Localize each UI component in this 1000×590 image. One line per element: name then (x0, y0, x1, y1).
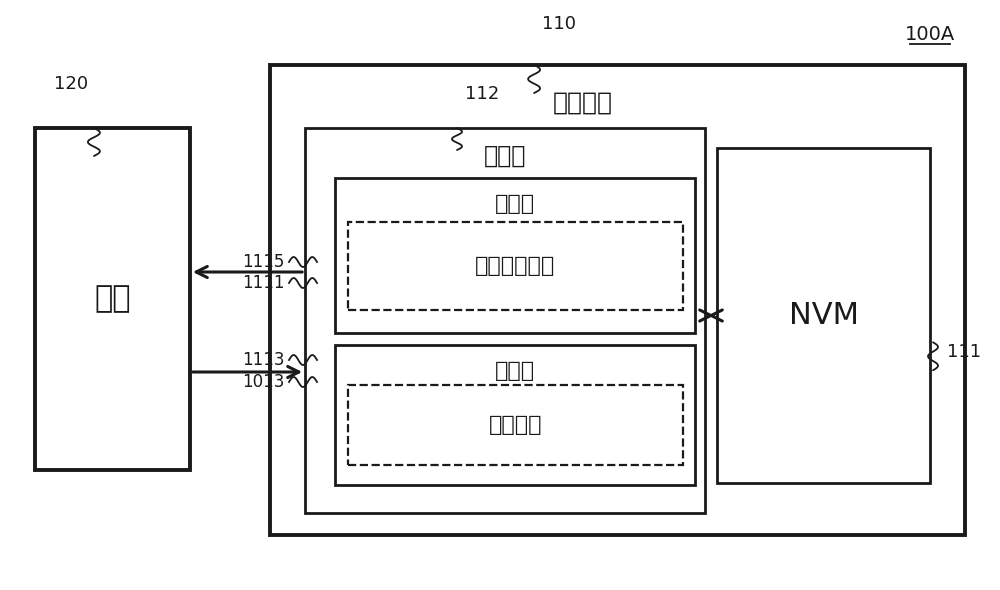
Text: 控制器: 控制器 (484, 144, 526, 168)
Text: 1013: 1013 (243, 373, 285, 391)
Text: 存储器: 存储器 (495, 361, 535, 381)
Text: 100A: 100A (905, 25, 955, 44)
Text: 111: 111 (947, 343, 981, 361)
Text: 机器学习模型: 机器学习模型 (475, 256, 556, 276)
Text: 120: 120 (54, 75, 88, 93)
Text: 处理器: 处理器 (495, 194, 535, 214)
Text: 1111: 1111 (242, 274, 285, 292)
Bar (717, 148, 930, 483)
Text: 1113: 1113 (242, 351, 285, 369)
Text: 存储装置: 存储装置 (553, 91, 613, 115)
Text: 110: 110 (542, 15, 576, 33)
Text: 1115: 1115 (243, 253, 285, 271)
Text: NVM: NVM (788, 301, 858, 330)
Bar (335, 345, 695, 485)
Text: 112: 112 (465, 85, 499, 103)
Bar (335, 178, 695, 333)
Text: 主机: 主机 (94, 284, 131, 313)
Bar (35, 128, 190, 470)
Text: 遥测信息: 遥测信息 (489, 415, 542, 435)
Bar (348, 222, 683, 310)
Bar (348, 385, 683, 465)
Bar (305, 128, 705, 513)
Bar (270, 65, 965, 535)
